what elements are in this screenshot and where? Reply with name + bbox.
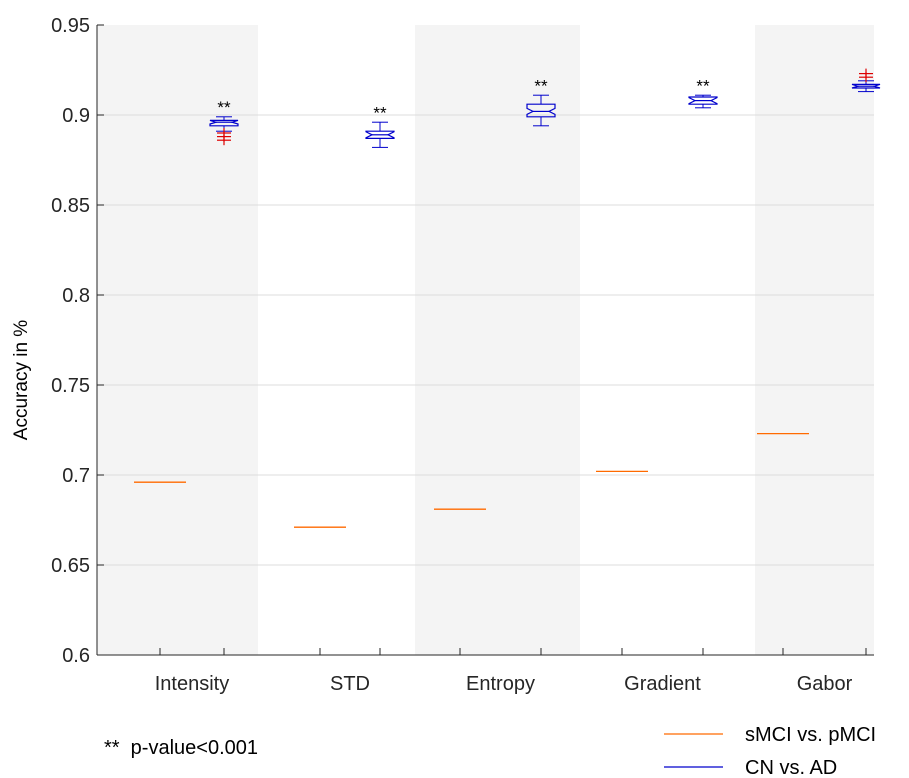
x-tick-label-intensity: Intensity <box>155 673 229 695</box>
grid-lines <box>97 114 874 566</box>
x-tick-label-gradient: Gradient <box>624 673 701 695</box>
y-axis-label: Accuracy in % <box>11 320 32 440</box>
category-band-intensity <box>97 25 258 655</box>
data-marks: ** ** ** ** <box>134 68 881 528</box>
y-tick-label: 0.95 <box>51 15 90 37</box>
legend: sMCI vs. pMCI CN vs. AD <box>664 724 876 778</box>
y-tick-label: 0.85 <box>51 195 90 217</box>
category-bands <box>97 25 874 655</box>
significance-marker-std: ** <box>373 104 387 123</box>
cn-box-body <box>526 103 556 118</box>
significance-marker-gradient: ** <box>696 77 710 96</box>
footnote: ** p-value<0.001 <box>104 737 259 759</box>
category-band-gabor <box>755 25 874 655</box>
axes <box>96 25 874 656</box>
cn-box-gradient <box>688 94 718 109</box>
cn-box-body <box>209 119 239 127</box>
x-tick-label-std: STD <box>330 673 370 695</box>
y-tick-label: 0.65 <box>51 555 90 577</box>
y-tick-label: 0.7 <box>62 465 90 487</box>
y-tick-label: 0.75 <box>51 375 90 397</box>
cn-box-std <box>365 121 395 148</box>
significance-marker-intensity: ** <box>217 98 231 117</box>
category-band-entropy <box>415 25 580 655</box>
cn-box-intensity <box>209 116 239 146</box>
cn-box-entropy <box>526 94 556 127</box>
x-tick-label-entropy: Entropy <box>466 673 535 695</box>
y-tick-label: 0.6 <box>62 645 90 667</box>
cn-box-body <box>688 96 718 105</box>
legend-label-cn: CN vs. AD <box>745 757 837 778</box>
legend-label-smci: sMCI vs. pMCI <box>745 724 876 746</box>
y-tick-label: 0.8 <box>62 285 90 307</box>
x-ticks: Intensity STD Entropy Gradient Gabor <box>155 648 867 695</box>
x-tick-label-gabor: Gabor <box>797 673 853 695</box>
cn-box-body <box>365 130 395 139</box>
y-tick-label: 0.9 <box>62 105 90 127</box>
cn-box-gabor <box>851 68 881 93</box>
y-ticks: 0.6 0.65 0.7 0.75 0.8 0.85 0.9 0.95 <box>51 15 104 667</box>
significance-marker-entropy: ** <box>534 77 548 96</box>
